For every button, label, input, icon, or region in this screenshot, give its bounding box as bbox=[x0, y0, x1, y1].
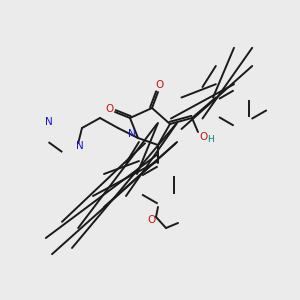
Text: O: O bbox=[155, 80, 163, 90]
Text: O: O bbox=[199, 132, 207, 142]
Text: O: O bbox=[147, 215, 155, 225]
Text: H: H bbox=[208, 134, 214, 143]
Text: N: N bbox=[76, 141, 84, 151]
Text: N: N bbox=[45, 117, 53, 127]
Text: O: O bbox=[105, 104, 113, 114]
Text: N: N bbox=[128, 129, 136, 139]
